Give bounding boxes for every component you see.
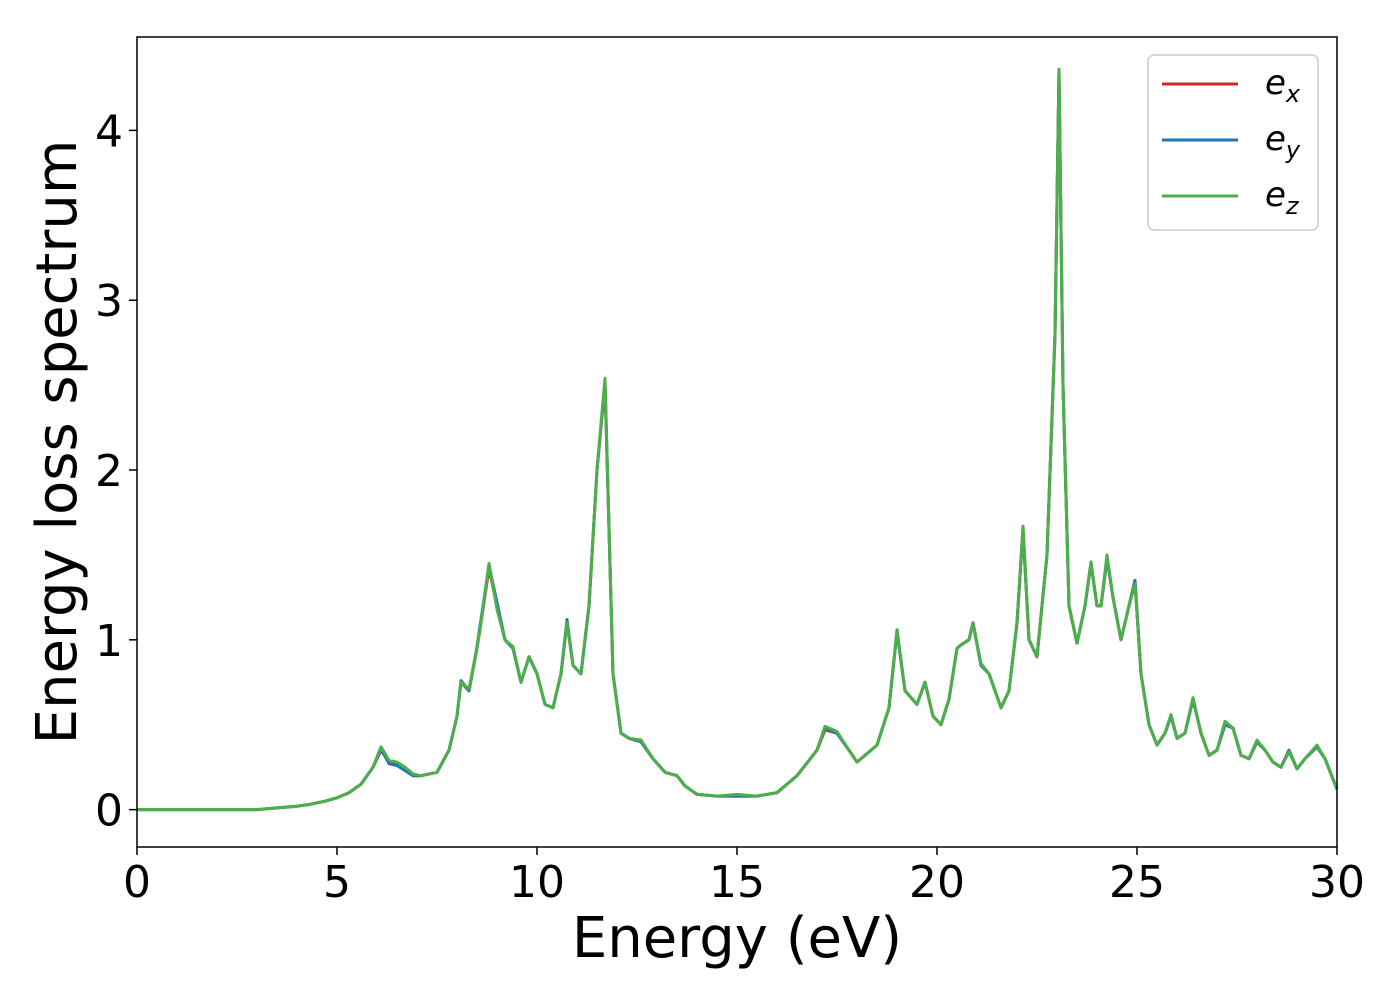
legend-label-ey: ey xyxy=(1265,119,1301,164)
x-tick-label: 30 xyxy=(1309,857,1365,908)
x-axis-ticks: 0 5 10 15 20 25 30 xyxy=(123,847,1365,908)
x-tick-label: 15 xyxy=(709,857,765,908)
y-tick-label: 4 xyxy=(95,106,123,157)
x-tick-label: 5 xyxy=(323,857,351,908)
x-tick-label: 25 xyxy=(1109,857,1165,908)
y-tick-label: 0 xyxy=(95,786,123,837)
x-tick-label: 10 xyxy=(509,857,565,908)
plot-lines xyxy=(137,67,1339,812)
y-axis-label: Energy loss spectrum xyxy=(25,140,90,745)
y-axis-ticks: 0 1 2 3 4 xyxy=(95,106,137,837)
y-tick-label: 1 xyxy=(95,616,123,667)
series-line-ez xyxy=(137,67,1339,812)
y-tick-label: 3 xyxy=(95,276,123,327)
x-axis-label: Energy (eV) xyxy=(572,906,902,971)
legend-box xyxy=(1147,54,1319,231)
x-tick-label: 20 xyxy=(909,857,965,908)
legend-label-ex: ex xyxy=(1265,63,1301,108)
y-tick-label: 2 xyxy=(95,446,123,497)
x-tick-label: 0 xyxy=(123,857,151,908)
